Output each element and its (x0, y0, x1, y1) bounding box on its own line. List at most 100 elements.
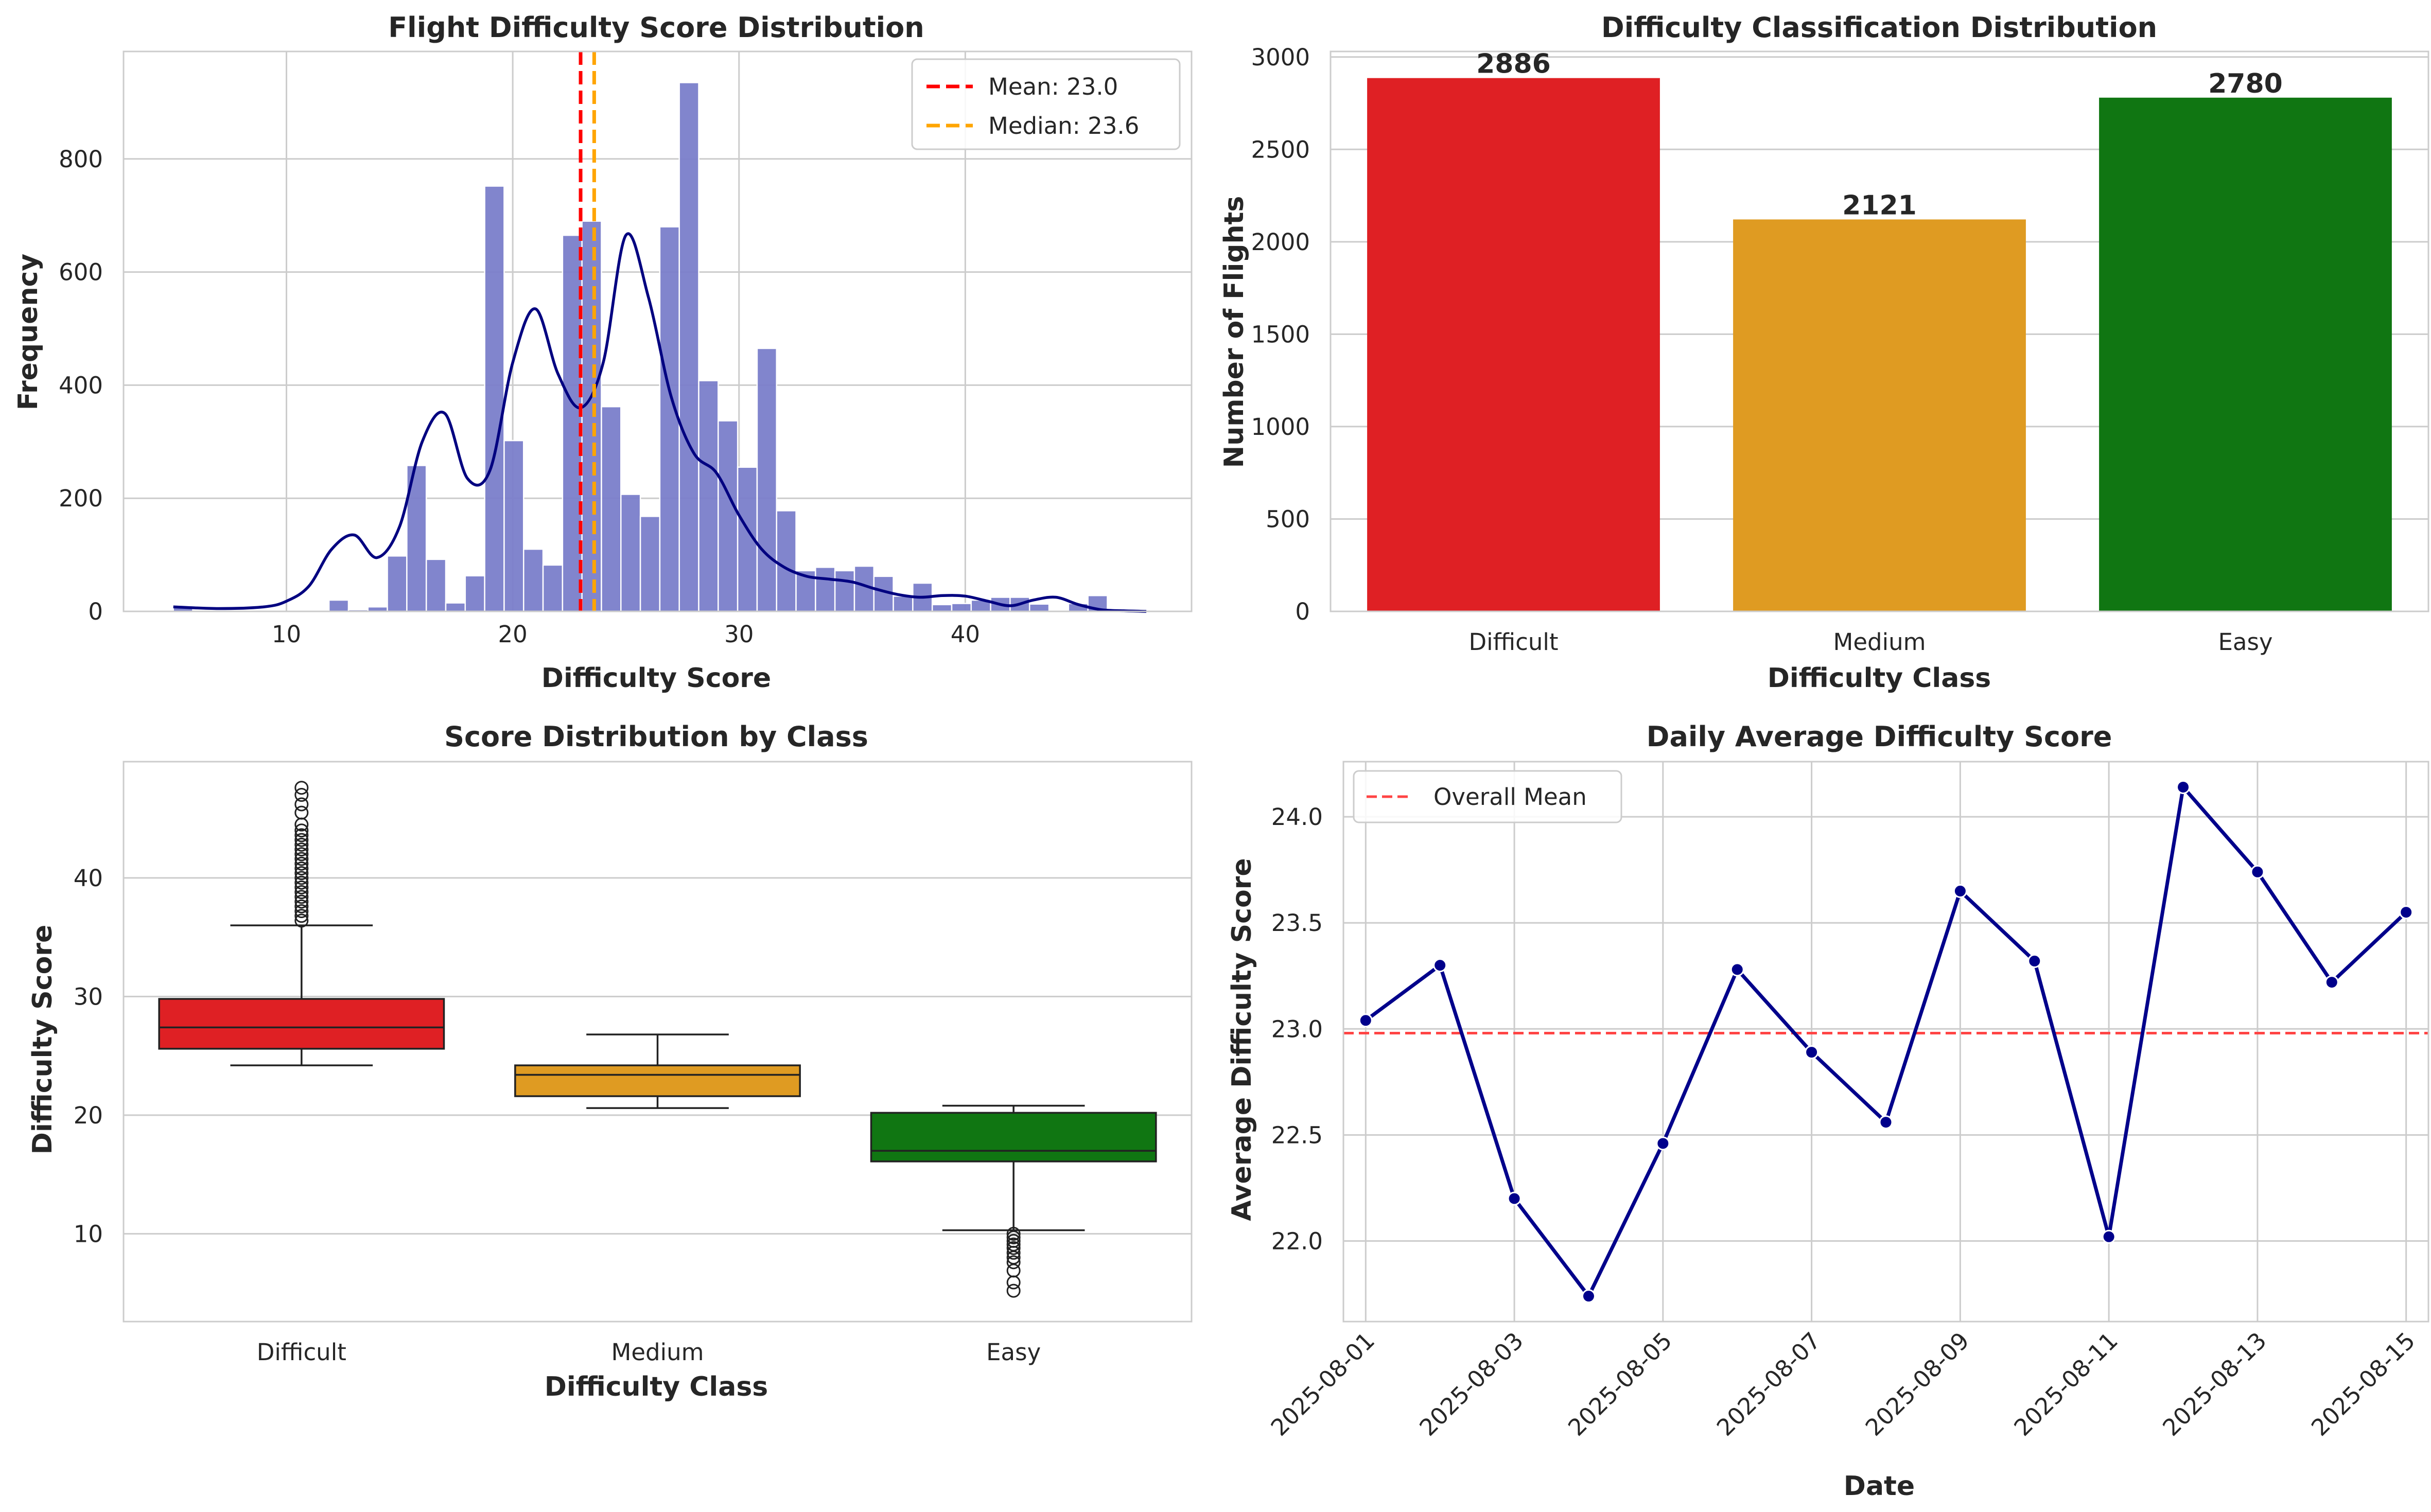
box-ytick-label: 40 (74, 865, 103, 892)
line-ytick-label: 22.0 (1271, 1227, 1323, 1255)
box-outlier (294, 885, 309, 900)
line-ytick-label: 22.5 (1271, 1121, 1323, 1149)
histogram-axes-frame (123, 50, 1193, 612)
histogram-legend-box (911, 58, 1181, 150)
bar-ytick-label: 2500 (1251, 136, 1310, 163)
histogram-bar (834, 570, 855, 612)
bar-ytick-label: 1000 (1251, 413, 1310, 441)
line-axes-frame (1342, 761, 2429, 1323)
box-iqr (870, 1112, 1157, 1163)
box-outlier (294, 913, 309, 928)
box-outlier (294, 805, 309, 820)
box-outlier (294, 781, 309, 795)
box-outlier (294, 828, 309, 842)
box-outlier (294, 852, 309, 866)
box-iqr (514, 1064, 801, 1097)
bar-ytick-label: 1500 (1251, 321, 1310, 348)
histogram-ytick-label: 200 (59, 485, 103, 512)
line-point (2399, 905, 2413, 920)
box-outlier (294, 847, 309, 862)
bar-medium (1733, 219, 2026, 611)
histogram-bar (776, 510, 797, 612)
histogram-panel: Flight Difficulty Score Distribution Dif… (13, 11, 1193, 694)
histogram-legend-label: Mean: 23.0 (988, 73, 1118, 100)
histogram-ylabel: Frequency (13, 254, 44, 410)
bar-xtick-label: Medium (1833, 628, 1926, 656)
line-ytick-label: 23.0 (1271, 1015, 1323, 1043)
box-ylabel: Difficulty Score (27, 925, 58, 1154)
histogram-bar (1028, 603, 1050, 612)
box-xlabel: Difficulty Class (545, 1372, 768, 1402)
line-xtick-label: 2025-08-05 (1563, 1327, 1677, 1441)
line-point (2176, 780, 2191, 794)
histogram-ytick-label: 800 (59, 146, 103, 173)
histogram-bar (522, 548, 544, 612)
histogram-bar (756, 347, 777, 612)
histogram-bar (581, 220, 602, 612)
line-point (1879, 1115, 1893, 1130)
line-xtick-label: 2025-08-03 (1414, 1327, 1528, 1441)
histogram-xtick-label: 30 (724, 621, 754, 648)
histogram-legend-label: Median: 23.6 (988, 112, 1139, 139)
line-point (2102, 1229, 2116, 1244)
line-legend-label: Overall Mean (1433, 783, 1587, 811)
box-outlier (294, 909, 309, 923)
line-point (1953, 884, 1967, 898)
histogram-bar (893, 595, 914, 612)
bar-ytick-label: 2000 (1251, 228, 1310, 256)
histogram-kde-line (173, 232, 1147, 613)
line-point (1656, 1136, 1670, 1151)
line-xtick-label: 2025-08-11 (2009, 1327, 2123, 1441)
histogram-title: Flight Difficulty Score Distribution (388, 11, 924, 44)
box-outlier (1006, 1241, 1021, 1255)
line-point (1730, 962, 1744, 977)
histogram-legend: Mean: 23.0 Median: 23.6 (911, 58, 1181, 150)
box-outlier (294, 823, 309, 838)
histogram-xtick-label: 20 (498, 621, 528, 648)
box-xtick-label: Easy (986, 1339, 1041, 1366)
box-outlier (1006, 1245, 1021, 1260)
bar-value-label: 2780 (2208, 68, 2283, 99)
box-outlier (294, 856, 309, 871)
histogram-xtick-label: 40 (951, 621, 980, 648)
bar-easy (2099, 97, 2392, 611)
line-legend-box (1353, 770, 1622, 823)
histogram-bar (931, 604, 953, 612)
box-outlier (294, 842, 309, 857)
line-title: Daily Average Difficulty Score (1647, 720, 2112, 753)
histogram-xlabel: Difficulty Score (541, 663, 771, 694)
histogram-bar (601, 406, 622, 612)
box-outlier (1006, 1284, 1021, 1298)
histogram-xtick-label: 10 (272, 621, 301, 648)
bar-ytick-label: 3000 (1251, 44, 1310, 71)
box-ytick-label: 10 (74, 1220, 103, 1247)
bar-xtick-label: Easy (2218, 628, 2272, 656)
line-point (2250, 865, 2265, 879)
bar-value-label: 2121 (1842, 190, 1917, 221)
histogram-bar (542, 564, 564, 612)
line-ytick-label: 24.0 (1271, 803, 1323, 831)
box-axes-frame (123, 761, 1193, 1323)
box-ytick-label: 20 (74, 1102, 103, 1129)
box-outlier (1006, 1230, 1021, 1244)
histogram-bar (445, 602, 466, 612)
histogram-ytick-label: 0 (88, 598, 103, 625)
line-point (1358, 1013, 1373, 1028)
box-outlier (1006, 1275, 1021, 1290)
histogram-bar (387, 555, 408, 612)
box-outlier (294, 837, 309, 852)
line-xtick-label: 2025-08-09 (1860, 1327, 1974, 1441)
histogram-bar (639, 516, 661, 612)
bar-ytick-label: 500 (1266, 505, 1310, 533)
line-panel: Daily Average Difficulty Score Date Aver… (1227, 720, 2429, 1502)
line-xtick-label: 2025-08-01 (1266, 1327, 1380, 1441)
box-title: Score Distribution by Class (444, 720, 868, 753)
box-outlier (294, 871, 309, 885)
bar-axes-frame (1330, 50, 2429, 612)
box-outlier (294, 788, 309, 802)
line-point (1507, 1191, 1521, 1206)
histogram-ytick-label: 400 (59, 372, 103, 399)
bar-ylabel: Number of Flights (1219, 196, 1250, 468)
bar-title: Difficulty Classification Distribution (1601, 11, 2157, 44)
